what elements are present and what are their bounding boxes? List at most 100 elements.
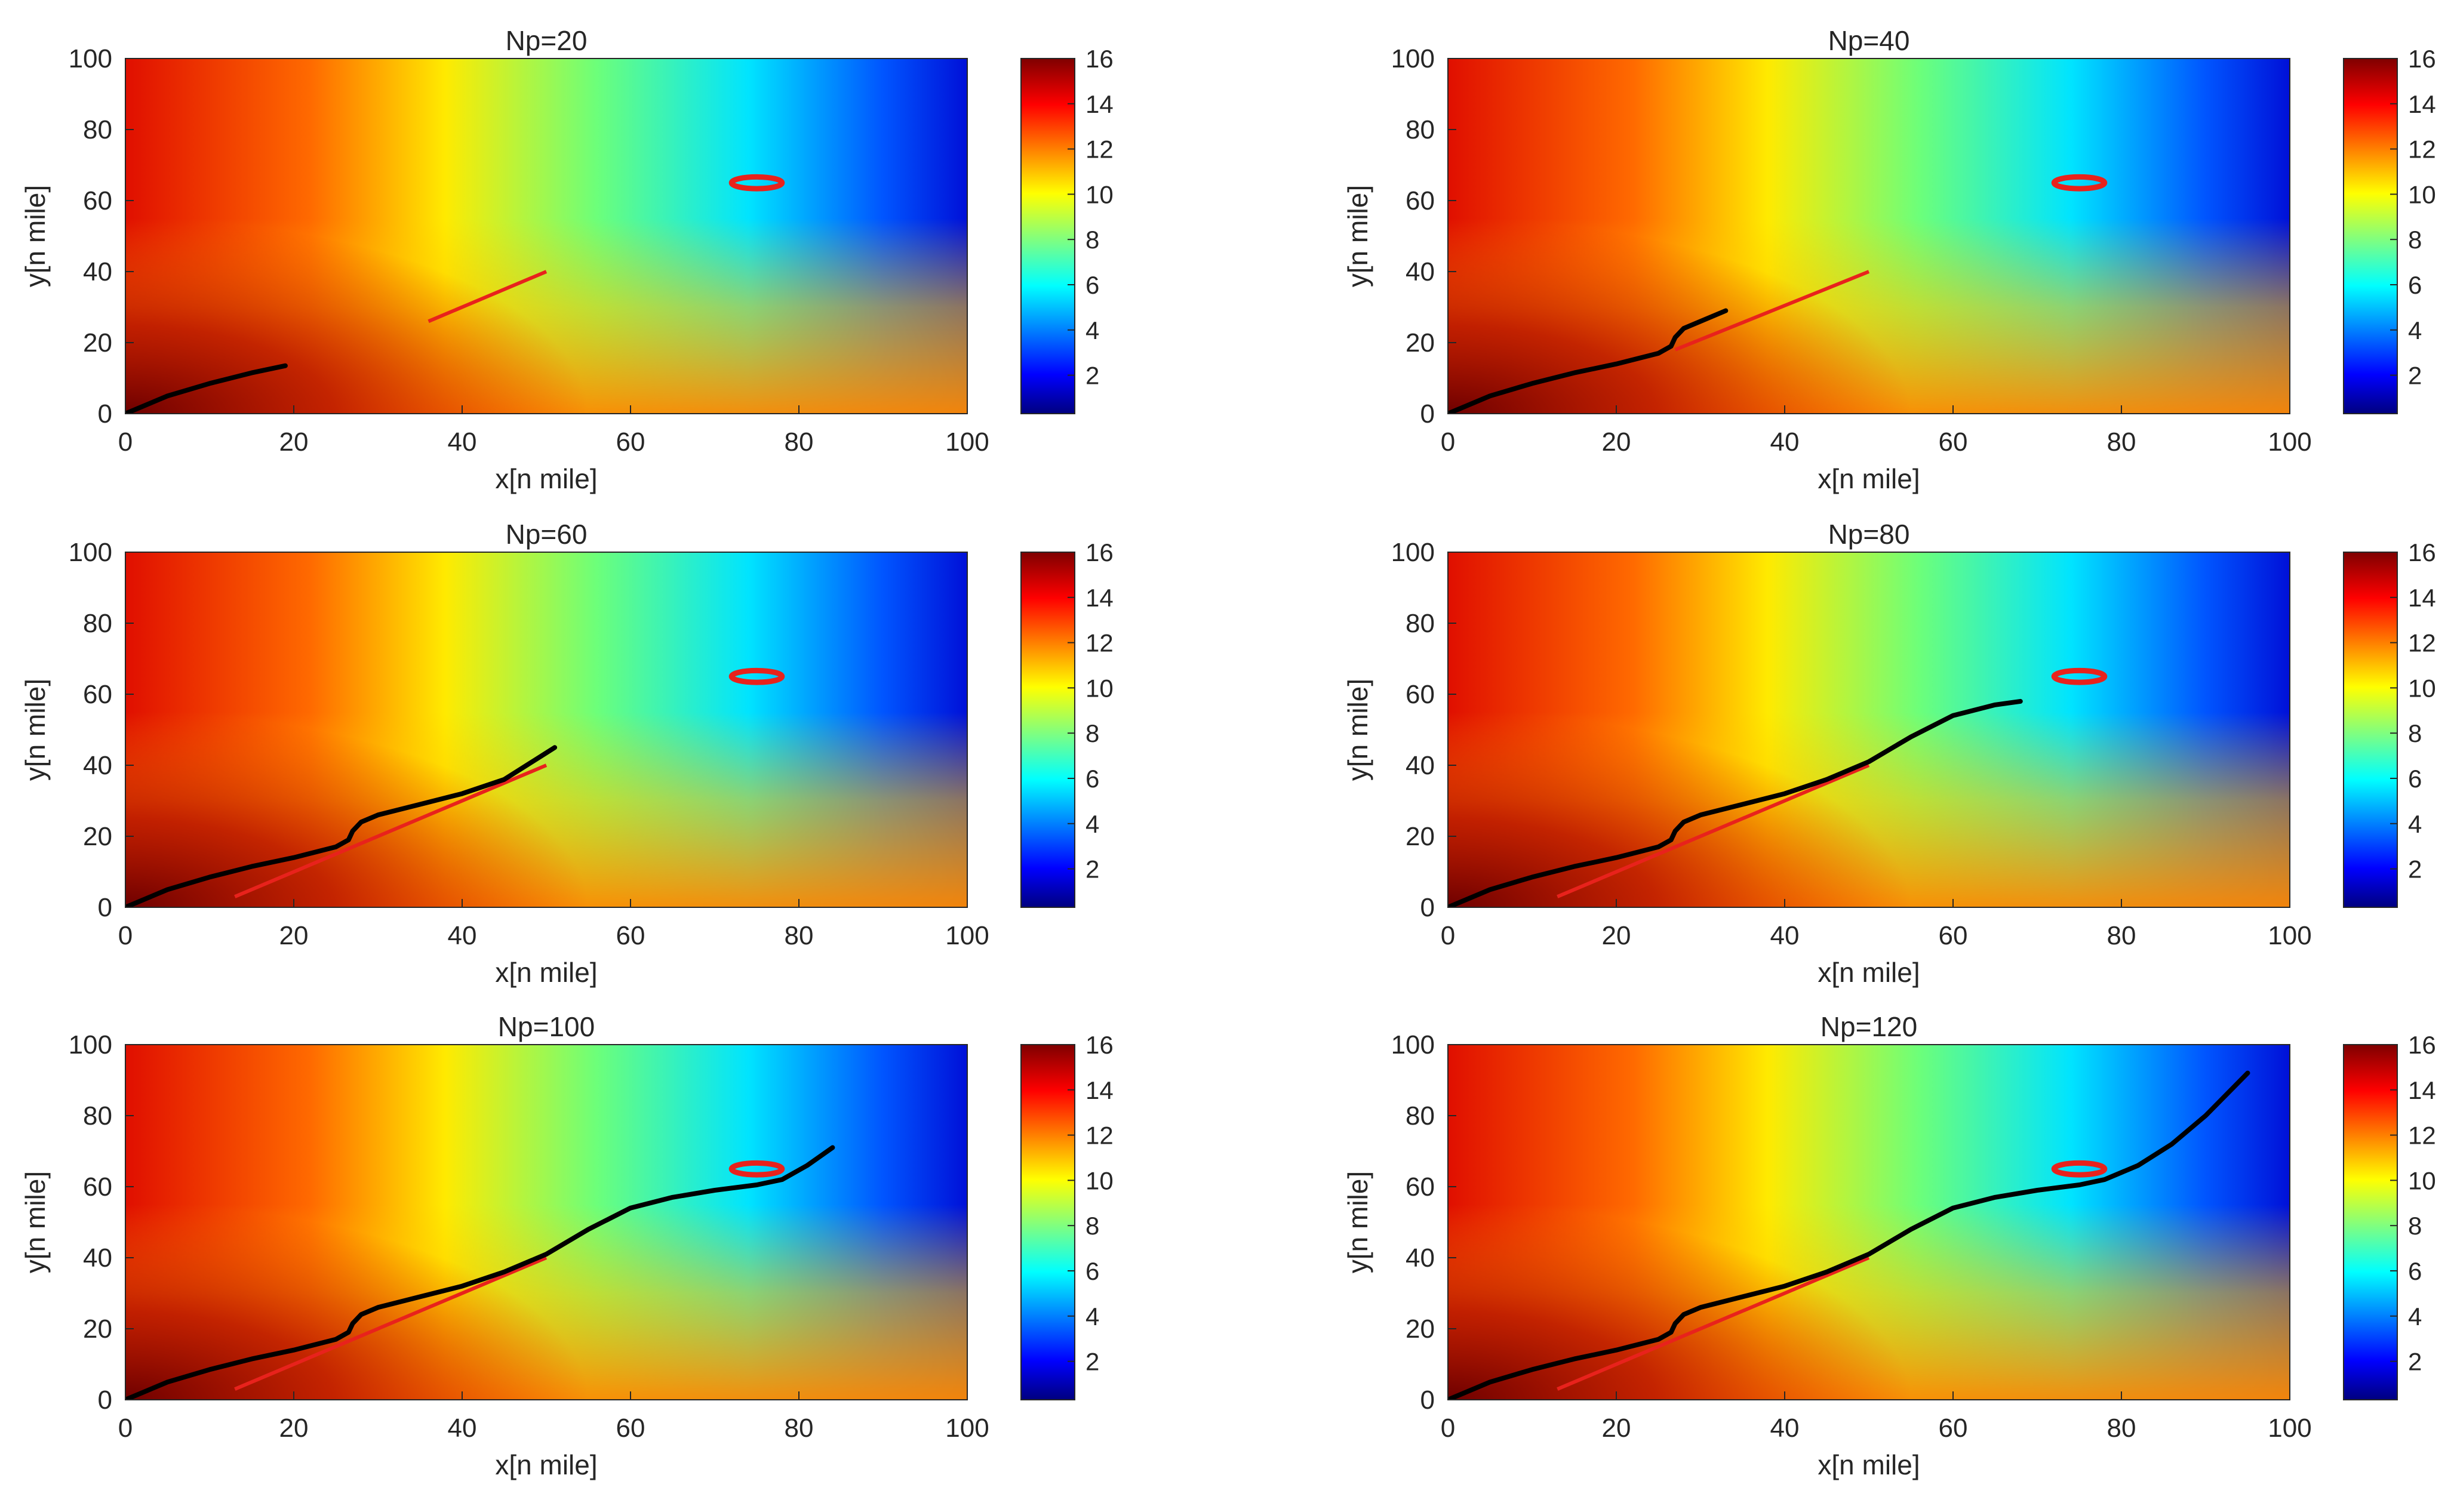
y-tick-label: 40 [1406,751,1435,780]
x-tick-label: 100 [2268,921,2311,950]
x-tick-label: 0 [1441,921,1455,950]
colorbar-tick-label: 6 [1085,1257,1099,1285]
y-axis-label: y[n mile] [1342,679,1373,781]
panel-1: 0 20 40 60 80 100 0 20 40 60 80 100 Np=20 x[n mile] y[… [20,25,1114,494]
colorbar-tick-label: 4 [2408,1302,2422,1331]
x-tick-label: 80 [785,427,814,457]
x-tick-label: 20 [279,1414,309,1443]
trajectory-line [125,363,288,414]
heatmap-field [125,1045,967,1400]
x-tick-label: 80 [785,921,814,950]
x-tick-label: 40 [1770,921,1800,950]
x-tick-label: 40 [448,427,477,457]
plot-frame [125,1044,968,1400]
colorbar [2343,1044,2398,1400]
colorbar-tick-label: 8 [2408,719,2422,747]
y-tick-label: 60 [1406,186,1435,215]
y-tick-label: 0 [1420,1385,1435,1415]
reference-path-line [234,1256,548,1391]
y-axis-label: y[n mile] [1342,185,1373,287]
x-tick-label: 0 [118,1414,133,1443]
y-tick-label: 100 [69,44,112,73]
panel-6: 0 20 40 60 80 100 0 20 40 60 80 100 Np=120 x[n mile] y… [1342,1011,2436,1480]
colorbar-tick-label: 8 [1085,719,1099,747]
colorbar-tick-label: 4 [2408,810,2422,838]
panel-title: Np=80 [1828,519,1910,550]
y-tick-label: 60 [1406,680,1435,709]
x-tick-label: 100 [945,1414,989,1443]
reference-path-line [428,270,548,324]
x-axis-label: x[n mile] [1818,957,1920,988]
plot-frame [1447,1044,2290,1400]
x-tick-label: 80 [2107,1414,2136,1443]
y-axis-label: y[n mile] [20,679,51,781]
colorbar-tick-label: 2 [2408,362,2422,390]
x-tick-label: 20 [279,921,309,950]
y-tick-label: 20 [1406,328,1435,358]
heatmap-field [1448,552,2290,907]
x-tick-label: 40 [448,1414,477,1443]
obstacle-ellipse [2051,667,2108,685]
x-tick-label: 80 [2107,427,2136,457]
panel-title: Np=120 [1820,1011,1917,1042]
x-tick-label: 0 [118,427,133,457]
x-axis-label: x[n mile] [495,463,597,494]
x-tick-label: 60 [616,921,645,950]
y-tick-label: 20 [83,328,112,358]
panel-title: Np=60 [506,519,588,550]
y-tick-label: 0 [98,893,112,922]
colorbar-tick-label: 6 [2408,765,2422,793]
y-tick-label: 60 [83,1172,112,1202]
trajectory-line [1448,698,2023,907]
colorbar-tick-label: 10 [1085,674,1114,702]
obstacle-ellipse [2051,1160,2108,1178]
y-axis-label: y[n mile] [20,1171,51,1273]
colorbar-tick-label: 8 [1085,1212,1099,1240]
colorbar-tick-label: 8 [1085,226,1099,254]
x-tick-label: 40 [1770,427,1800,457]
x-tick-label: 60 [1939,427,1968,457]
x-tick-label: 0 [1441,1414,1455,1443]
x-axis-label: x[n mile] [495,957,597,988]
colorbar [1020,1044,1075,1400]
x-tick-label: 80 [2107,921,2136,950]
y-tick-label: 20 [83,1314,112,1344]
colorbar-tick-label: 14 [1085,584,1114,612]
x-tick-label: 100 [2268,1414,2311,1443]
colorbar [2343,552,2398,908]
heatmap-field [1448,1045,2290,1400]
plot-frame [125,552,968,908]
field-dark-corner [1448,1045,2290,1400]
colorbar [1020,552,1075,908]
colorbar-tick-label: 12 [1085,136,1114,164]
colorbar-tick-label: 10 [1085,1166,1114,1194]
colorbar-tick-label: 14 [2408,1076,2436,1104]
colorbar-tick-label: 4 [1085,810,1099,838]
y-tick-label: 40 [83,751,112,780]
y-tick-label: 40 [83,257,112,287]
panel-2: 0 20 40 60 80 100 0 20 40 60 80 100 Np=40 x[n mile] y[… [1342,25,2436,494]
colorbar-tick-label: 2 [2408,1348,2422,1376]
x-tick-label: 100 [2268,427,2311,457]
y-tick-label: 0 [98,399,112,429]
y-tick-label: 20 [1406,1314,1435,1344]
x-axis-label: x[n mile] [1818,1449,1920,1480]
colorbar-tick-label: 4 [2408,316,2422,344]
x-tick-label: 0 [1441,427,1455,457]
colorbar-tick-label: 14 [2408,584,2436,612]
x-tick-label: 80 [785,1414,814,1443]
colorbar-tick-label: 12 [2408,136,2436,164]
field-dark-corner [1448,58,2290,414]
colorbar-tick-label: 10 [2408,674,2436,702]
y-tick-label: 60 [83,186,112,215]
y-axis-label: y[n mile] [20,185,51,287]
y-tick-label: 80 [1406,1101,1435,1131]
x-tick-label: 100 [945,427,989,457]
colorbar-tick-label: 10 [2408,180,2436,208]
colorbar-tick-label: 14 [1085,90,1114,118]
colorbar-tick-label: 2 [2408,855,2422,883]
colorbar-tick-label: 4 [1085,316,1099,344]
x-tick-label: 20 [1602,427,1631,457]
colorbar-tick-label: 6 [2408,271,2422,299]
